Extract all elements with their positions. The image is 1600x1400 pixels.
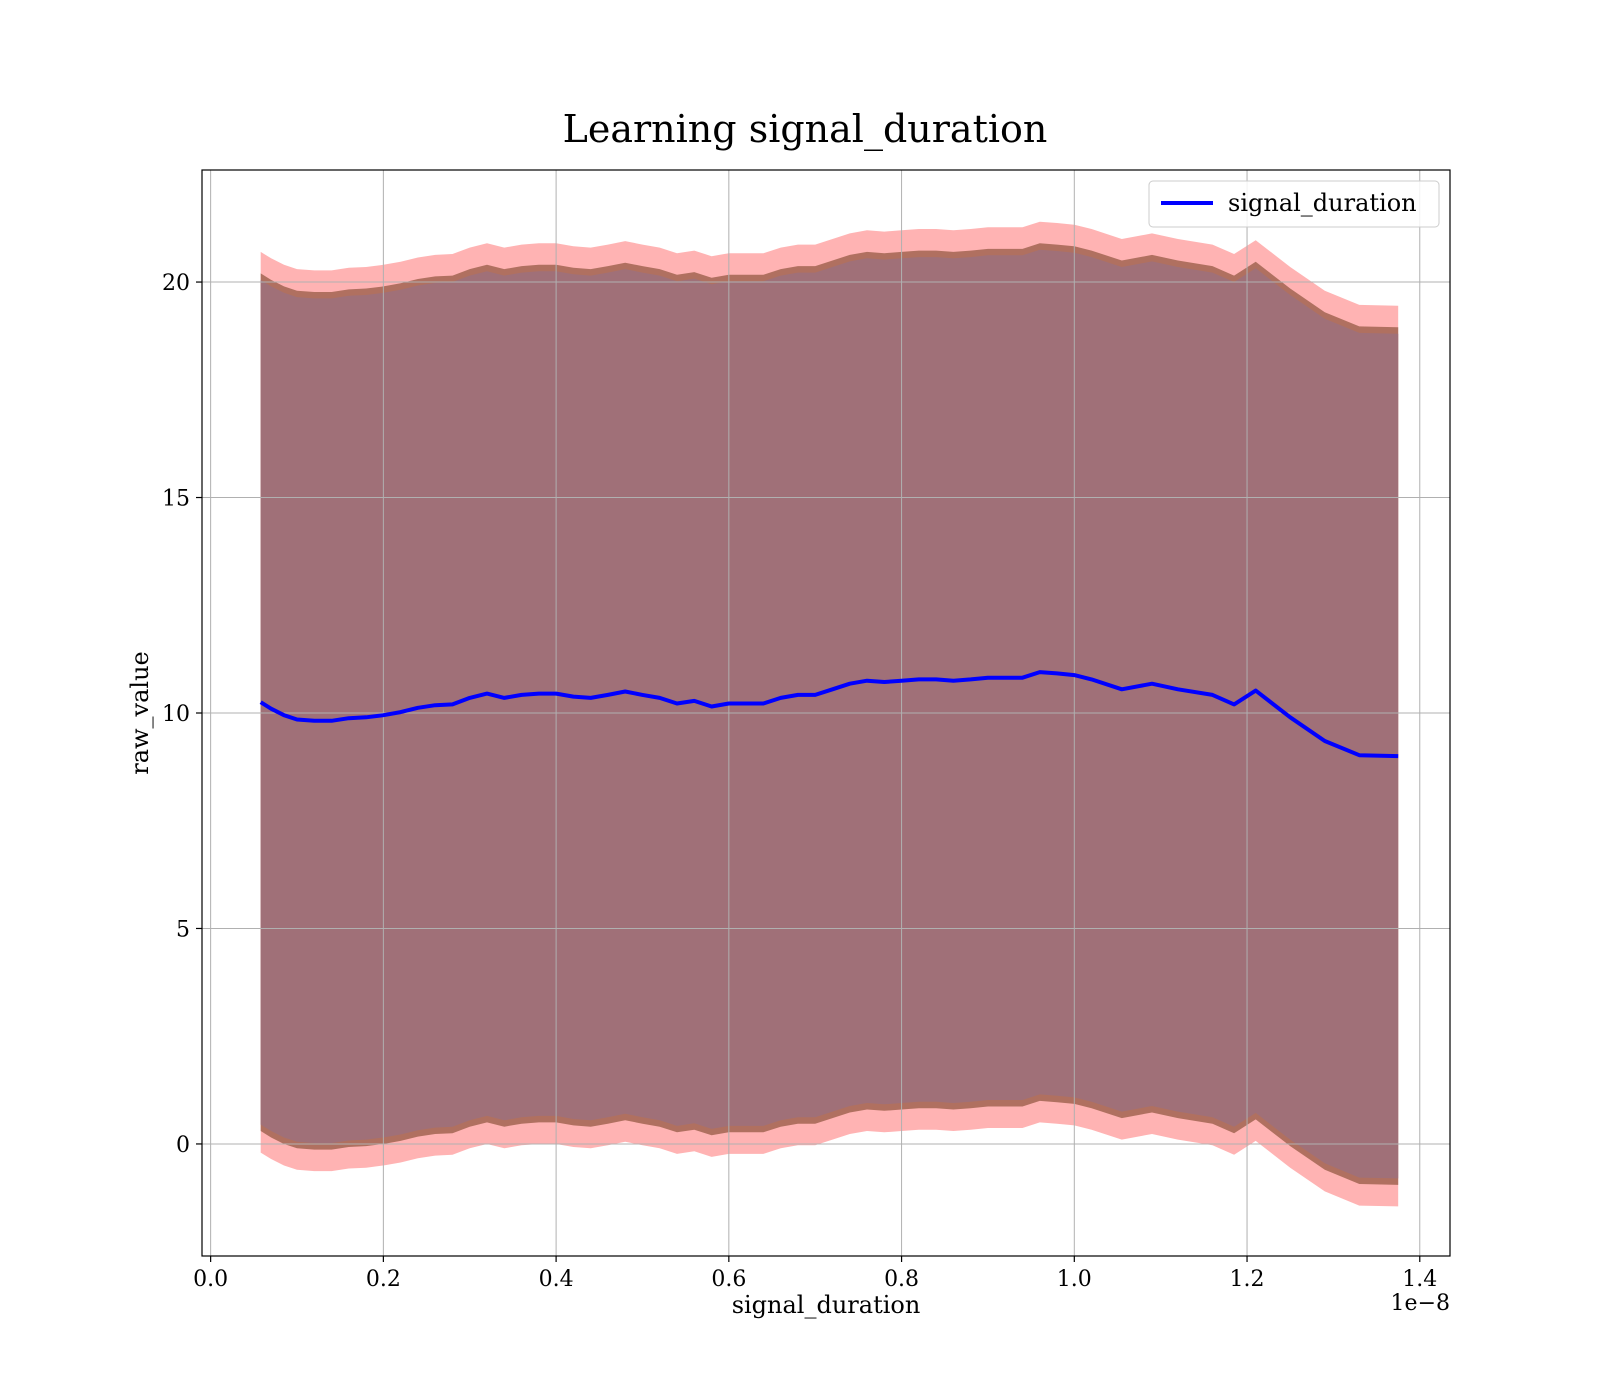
y-tick-label: 5 <box>176 917 190 942</box>
legend-label: signal_duration <box>1228 189 1417 217</box>
y-tick-label: 10 <box>162 702 190 727</box>
x-tick-label: 0.0 <box>193 1267 228 1292</box>
y-tick-label: 0 <box>176 1133 190 1158</box>
x-axis-label: signal_duration <box>732 1291 921 1319</box>
y-tick-label: 15 <box>162 487 190 512</box>
x-tick-label: 1.0 <box>1057 1267 1092 1292</box>
y-axis-ticks: 0 5 10 15 20 <box>162 271 202 1158</box>
legend: signal_duration <box>1148 180 1440 228</box>
y-tick-label: 20 <box>162 271 190 296</box>
grid <box>202 170 1450 1256</box>
y-axis-label: raw_value <box>126 651 154 775</box>
x-tick-label: 0.4 <box>539 1267 574 1292</box>
confidence-bands <box>260 221 1399 1207</box>
x-axis-ticks: 0.0 0.2 0.4 0.6 0.8 1.0 1.2 1.4 <box>193 1256 1437 1292</box>
x-tick-label: 1.4 <box>1402 1267 1437 1292</box>
band-inner <box>260 249 1399 1179</box>
x-tick-label: 0.8 <box>884 1267 919 1292</box>
chart-title: Learning signal_duration <box>563 107 1048 152</box>
x-axis-offset-label: 1e−8 <box>1391 1291 1450 1316</box>
x-tick-label: 0.6 <box>711 1267 746 1292</box>
line-layer <box>259 670 1399 759</box>
x-tick-label: 1.2 <box>1230 1267 1265 1292</box>
x-tick-label: 0.2 <box>366 1267 401 1292</box>
legend-box <box>1148 180 1440 228</box>
series-line-signal-duration <box>259 670 1399 759</box>
